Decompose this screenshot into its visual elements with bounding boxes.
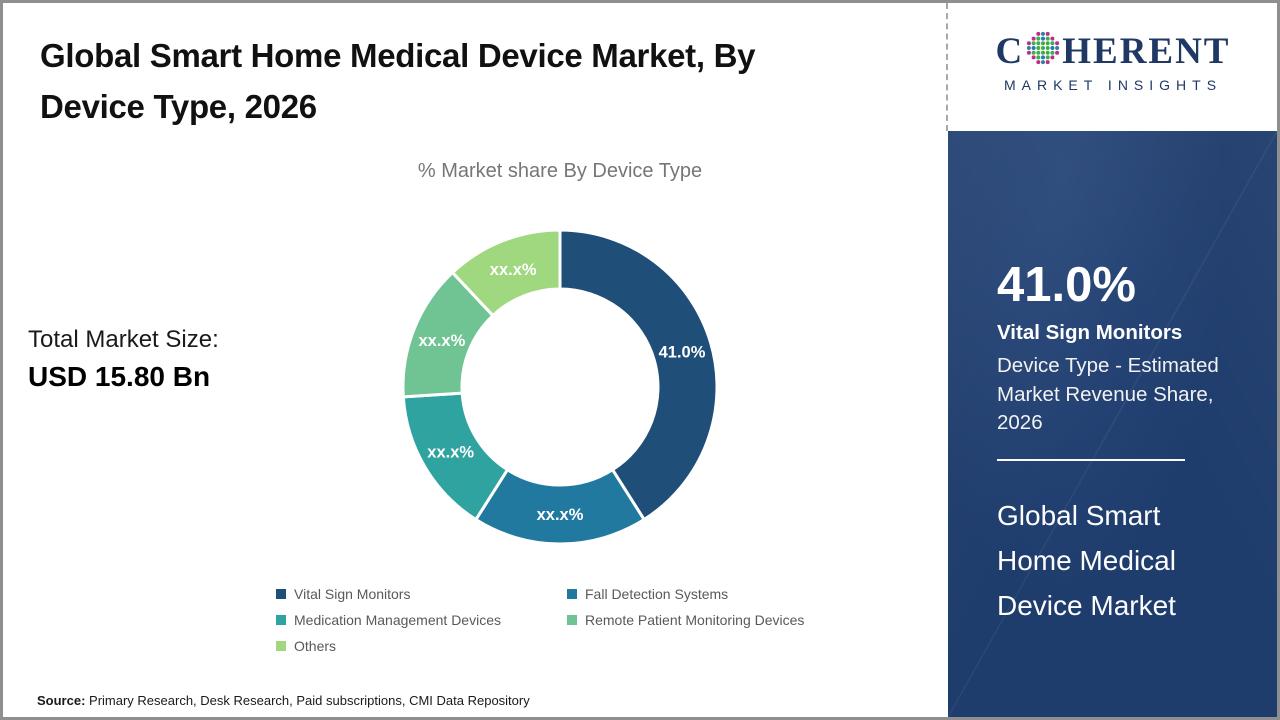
legend-label: Fall Detection Systems — [585, 586, 729, 602]
globe-dot — [1050, 41, 1055, 46]
globe-dot — [1045, 55, 1050, 60]
globe-dot — [1050, 36, 1055, 41]
sidebar-divider-line — [997, 459, 1185, 461]
globe-dot — [1031, 46, 1036, 50]
vertical-dashed-divider — [946, 3, 948, 131]
globe-dot — [1055, 46, 1060, 50]
globe-dot — [1045, 41, 1050, 46]
globe-dot — [1036, 36, 1041, 41]
total-market-size-value: USD 15.80 Bn — [28, 361, 211, 392]
donut-chart: 41.0% xx.x% xx.x% xx.x% xx.x% — [401, 228, 719, 546]
legend-swatch — [567, 615, 577, 625]
globe-dot — [1041, 31, 1046, 36]
globe-dot — [1036, 41, 1041, 46]
brand-rest: HERENT — [1062, 31, 1231, 72]
legend-swatch — [276, 615, 286, 625]
page-title: Global Smart Home Medical Device Market,… — [40, 30, 930, 132]
globe-dot — [1045, 31, 1050, 36]
donut-segment-label: xx.x% — [419, 332, 466, 350]
globe-dot — [1050, 46, 1055, 50]
globe-dot — [1045, 46, 1050, 50]
sidebar-stat-title: Vital Sign Monitors — [997, 321, 1183, 344]
globe-dot — [1050, 50, 1055, 55]
chart-legend: Vital Sign Monitors Fall Detection System… — [276, 586, 804, 654]
sidebar-panel: 41.0% Vital Sign Monitors Device Type - … — [948, 131, 1277, 717]
donut-segment — [558, 228, 719, 522]
brand-tagline: MARKET INSIGHTS — [1003, 77, 1223, 93]
sidebar-market-name: Global Smart Home Medical Device Market — [997, 500, 1176, 621]
globe-dot — [1045, 60, 1050, 65]
donut-segment-label: xx.x% — [427, 444, 474, 462]
globe-dot — [1036, 46, 1041, 50]
globe-dot — [1050, 55, 1055, 60]
brand-wordmark: C HERENT — [949, 30, 1277, 72]
legend-swatch — [276, 641, 286, 651]
globe-dot — [1055, 50, 1060, 55]
legend-label: Remote Patient Monitoring Devices — [585, 612, 805, 628]
globe-dot — [1041, 60, 1046, 65]
globe-dot — [1045, 36, 1050, 41]
legend-item: Vital Sign Monitors — [276, 586, 567, 602]
source-line: Source: Primary Research, Desk Research,… — [37, 693, 530, 708]
globe-dot — [1031, 36, 1036, 41]
total-market-size-label: Total Market Size: — [28, 326, 219, 353]
legend-label: Vital Sign Monitors — [294, 586, 411, 602]
source-text: Primary Research, Desk Research, Paid su… — [85, 693, 530, 708]
brand-letter-c: C — [995, 31, 1025, 72]
globe-dot — [1041, 36, 1046, 41]
brand-logo-area: C HERENT MARKET INSIGHTS — [949, 3, 1277, 131]
donut-segment-label: 41.0% — [659, 344, 706, 362]
globe-dot — [1041, 46, 1046, 50]
legend-label: Others — [294, 638, 337, 654]
globe-dot — [1041, 55, 1046, 60]
globe-dot — [1031, 50, 1036, 55]
donut-segment-label: xx.x% — [537, 506, 584, 524]
source-label: Source: — [37, 693, 86, 708]
globe-dot — [1045, 50, 1050, 55]
legend-item: Medication Management Devices — [276, 612, 567, 628]
globe-dot — [1036, 60, 1041, 65]
legend-swatch — [567, 589, 577, 599]
dotted-globe-icon — [1027, 31, 1060, 65]
page-title-line1: Global Smart Home Medical Device Market,… — [40, 37, 756, 74]
legend-label: Medication Management Devices — [294, 612, 501, 628]
total-market-size-block: Total Market Size: USD 15.80 Bn — [28, 326, 219, 393]
donut-segment — [451, 228, 562, 318]
globe-dot — [1041, 50, 1046, 55]
globe-dot — [1036, 55, 1041, 60]
globe-dot — [1027, 41, 1032, 46]
globe-dot — [1031, 41, 1036, 46]
globe-dot — [1027, 50, 1032, 55]
donut-segment-label: xx.x% — [490, 261, 537, 279]
legend-item: Others — [276, 638, 567, 654]
legend-swatch — [276, 589, 286, 599]
legend-item: Remote Patient Monitoring Devices — [567, 612, 804, 628]
globe-dot — [1036, 31, 1041, 36]
globe-dot — [1041, 41, 1046, 46]
chart-subtitle: % Market share By Device Type — [417, 160, 703, 182]
sidebar-stat-description: Device Type - Estimated Market Revenue S… — [997, 354, 1219, 434]
globe-dot — [1027, 46, 1032, 50]
sidebar-stat-value: 41.0% — [997, 258, 1136, 312]
legend-item: Fall Detection Systems — [567, 586, 804, 602]
globe-dot — [1055, 41, 1060, 46]
globe-dot — [1031, 55, 1036, 60]
page-title-line2: Device Type, 2026 — [40, 88, 317, 125]
globe-dot — [1036, 50, 1041, 55]
